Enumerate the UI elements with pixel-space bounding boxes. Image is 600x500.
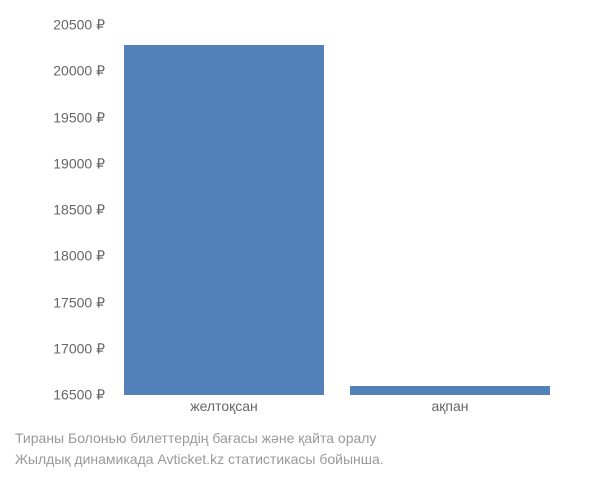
bar-chart: 16500 ₽17000 ₽17500 ₽18000 ₽18500 ₽19000… [110, 25, 580, 395]
y-tick-label: 17500 ₽ [53, 294, 105, 311]
y-tick-label: 18500 ₽ [53, 202, 105, 219]
bars-group [110, 25, 580, 395]
y-tick-label: 20500 ₽ [53, 17, 105, 34]
y-tick-label: 20000 ₽ [53, 63, 105, 80]
bar [124, 45, 324, 395]
x-tick-label: желтоқсан [190, 398, 258, 414]
y-tick-label: 17000 ₽ [53, 340, 105, 357]
x-axis: желтоқсан ақпан [110, 398, 580, 423]
bar [350, 386, 550, 395]
x-tick-label: ақпан [431, 398, 468, 414]
caption-line-1: Тираны Болонью билеттердің бағасы және қ… [15, 428, 384, 449]
plot-area [110, 25, 580, 395]
chart-caption: Тираны Болонью билеттердің бағасы және қ… [15, 428, 384, 470]
caption-line-2: Жылдық динамикада Avticket.kz статистика… [15, 449, 384, 470]
y-tick-label: 16500 ₽ [53, 387, 105, 404]
y-axis: 16500 ₽17000 ₽17500 ₽18000 ₽18500 ₽19000… [10, 25, 105, 395]
y-tick-label: 19500 ₽ [53, 109, 105, 126]
y-tick-label: 19000 ₽ [53, 155, 105, 172]
y-tick-label: 18000 ₽ [53, 248, 105, 265]
